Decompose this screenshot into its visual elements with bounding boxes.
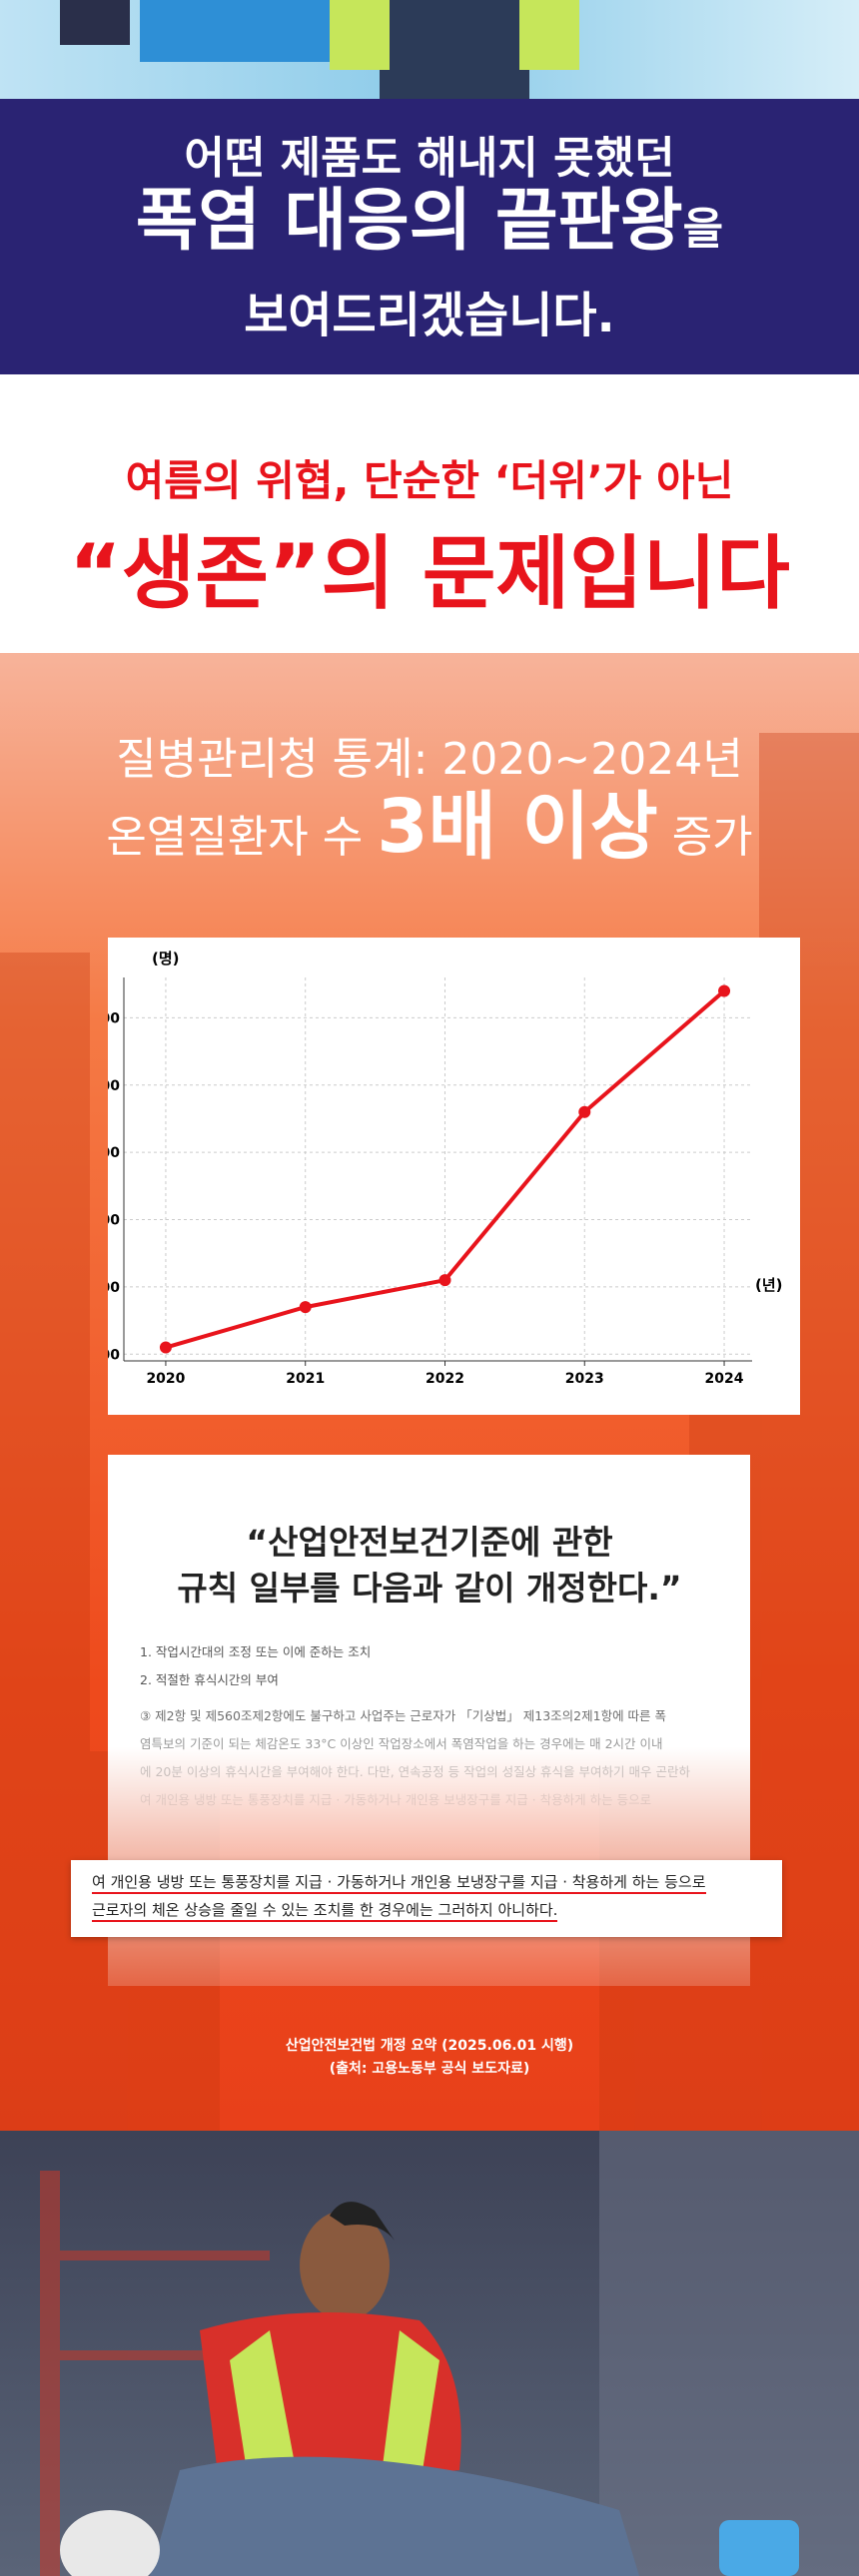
- point: [718, 984, 731, 997]
- document-item: 2. 적절한 휴식시간의 부여: [140, 1672, 279, 1687]
- stats-line: 질병관리청 통계: 2020~2024년: [116, 734, 743, 785]
- x-tick-label: 2021: [286, 1371, 325, 1387]
- document-item: 여 개인용 냉방 또는 통풍장치를 지급 · 가동하거나 개인용 보냉장구를 지…: [140, 1792, 652, 1807]
- document-item: 에 20분 이상의 휴식시간을 부여해야 한다. 다만, 연속공정 등 작업의 …: [140, 1764, 690, 1779]
- stats-pre: 온열질환자 수: [106, 812, 364, 863]
- y-tick-label: 1000: [108, 1347, 120, 1363]
- highlight-line: 근로자의 체온 상승을 줄일 수 있는 조치를 한 경우에는 그러하지 아니하다…: [92, 1899, 558, 1922]
- y-tick-label: 2500: [108, 1145, 120, 1161]
- quote: 규칙 일부를 다음과 같이 개정한다.”: [177, 1569, 682, 1608]
- highlight-box: [71, 1860, 782, 1937]
- point: [578, 1105, 591, 1118]
- bottom-photo: [0, 2131, 859, 2576]
- hero-line: 어떤 제품도 해내지 못했던: [184, 133, 675, 184]
- hero-banner: [0, 99, 859, 374]
- y-tick-label: 3000: [108, 1078, 120, 1094]
- x-tick-label: 2022: [426, 1371, 464, 1387]
- quote: “산업안전보건기준에 관한: [246, 1523, 613, 1562]
- y-tick-label: 2000: [108, 1213, 120, 1229]
- point: [438, 1274, 451, 1287]
- hero-headline-small: 을: [682, 204, 724, 255]
- threat-headline: “생존”의 문제입니다: [69, 527, 790, 620]
- stats-big: 3배 이상: [377, 784, 658, 870]
- stats-headline: 온열질환자 수 3배 이상 증가: [0, 785, 859, 880]
- top-photo: [0, 0, 859, 99]
- threat-line: 여름의 위협, 단순한 ‘더위’가 아닌: [125, 456, 734, 505]
- chart-background: [108, 938, 800, 1415]
- caption: (출처: 고용노동부 공식 보도자료): [329, 2061, 530, 2077]
- x-tick-label: 2023: [565, 1371, 604, 1387]
- document-item: 염특보의 기준이 되는 체감온도 33°C 이상인 작업장소에서 폭염작업을 하…: [140, 1736, 663, 1751]
- hero-line: 보여드리겠습니다.: [244, 288, 615, 343]
- hero-headline: 폭염 대응의 끝판왕을: [0, 182, 859, 270]
- document-item: ③ 제2항 및 제560조제2항에도 불구하고 사업주는 근로자가 「기상법」 …: [140, 1708, 667, 1723]
- x-tick-label: 2020: [146, 1371, 185, 1387]
- highlight-line: 여 개인용 냉방 또는 통풍장치를 지급 · 가동하거나 개인용 보냉장구를 지…: [92, 1871, 706, 1894]
- caption: 산업안전보건법 개정 요약 (2025.06.01 시행): [285, 2038, 574, 2054]
- x-axis-label: (년): [755, 1276, 783, 1294]
- y-axis-label: (명): [152, 950, 180, 967]
- stats-post: 증가: [671, 812, 753, 863]
- y-tick-label: 1500: [108, 1280, 120, 1296]
- point: [299, 1301, 312, 1314]
- x-tick-label: 2024: [705, 1371, 744, 1387]
- chart: (명) (년) 1000 1500 2000 2500 3000 3500 2020 2021…: [108, 938, 800, 1415]
- document-item: 1. 작업시간대의 조정 또는 이에 준하는 조치: [140, 1644, 372, 1659]
- point: [159, 1341, 172, 1354]
- y-tick-label: 3500: [108, 1010, 120, 1026]
- hero-headline-big: 폭염 대응의 끝판왕: [135, 182, 683, 261]
